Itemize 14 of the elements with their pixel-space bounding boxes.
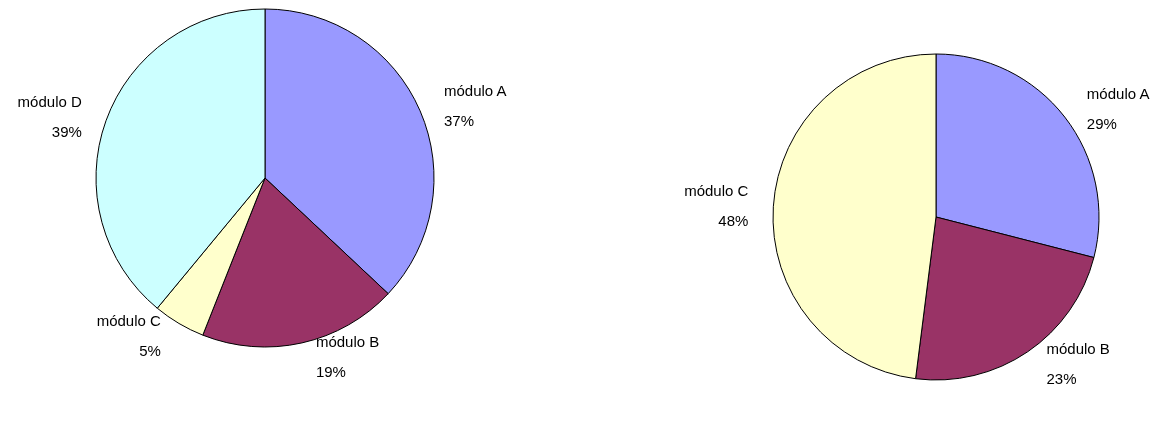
data-label: 5% [139, 342, 161, 360]
slice-label: módulo B [1046, 339, 1110, 357]
data-label: 29% [1086, 115, 1117, 133]
data-label: 39% [51, 122, 82, 140]
data-label: 37% [443, 111, 474, 129]
slice-label: módulo D [17, 92, 82, 110]
slice-label: módulo A [1086, 85, 1150, 103]
slice-label: módulo A [443, 81, 507, 99]
data-label: 19% [315, 363, 346, 381]
slice-label: módulo B [315, 333, 380, 351]
data-label: 23% [1046, 369, 1077, 387]
slice-label: módulo C [96, 312, 162, 330]
data-label: 48% [718, 212, 749, 230]
slice-label: módulo C [684, 182, 749, 200]
